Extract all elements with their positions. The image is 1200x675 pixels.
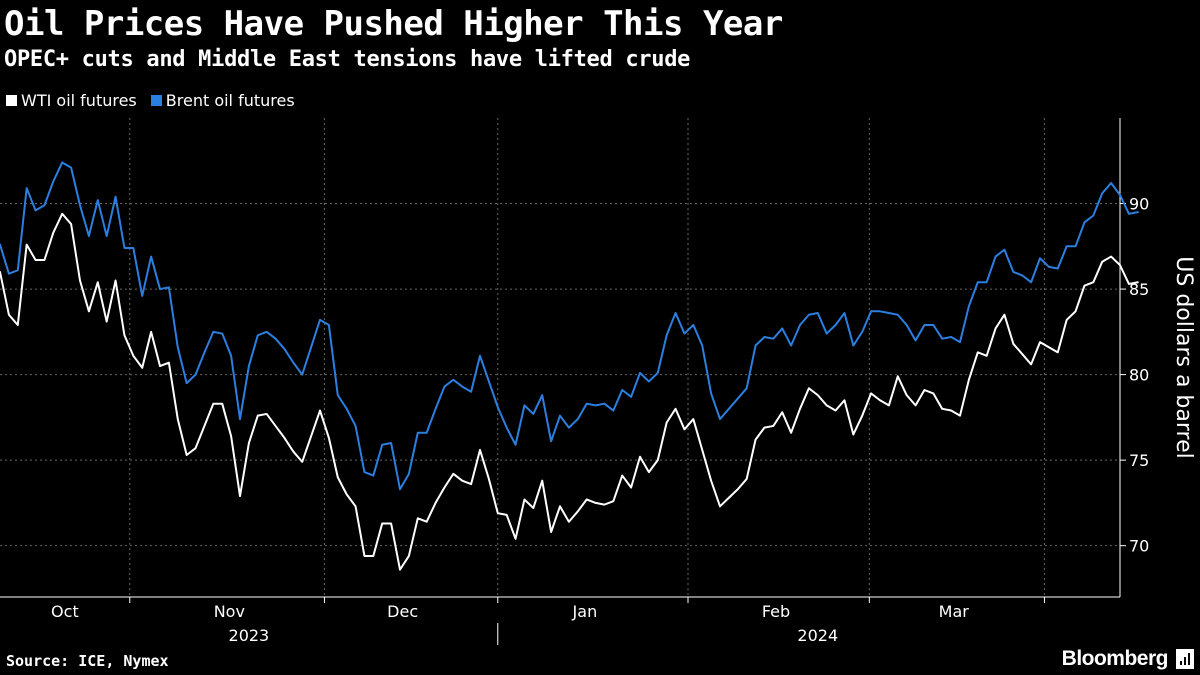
year-label-2024: 2024 [797,626,838,645]
source-note: Source: ICE, Nymex [6,652,169,670]
x-tick-label-mar: Mar [939,602,970,621]
x-tick-label-oct: Oct [51,602,79,621]
x-tick-label-feb: Feb [762,602,790,621]
legend-label-wti: WTI oil futures [21,91,137,110]
x-tick-label-nov: Nov [214,602,245,621]
y-tick-label-80: 80 [1129,366,1149,385]
chart-subtitle: OPEC+ cuts and Middle East tensions have… [4,47,691,72]
legend-swatch-wti [6,95,17,106]
year-label-2023: 2023 [229,626,270,645]
legend-item-wti: WTI oil futures [6,91,137,110]
series-line-brent [0,161,1139,491]
y-axis-title: US dollars a barrel [1171,256,1196,458]
y-tick-label-70: 70 [1129,537,1149,556]
y-tick-label-90: 90 [1129,195,1149,214]
bloomberg-terminal-icon [1176,649,1194,669]
legend-swatch-brent [150,95,162,106]
x-tick-label-dec: Dec [387,602,418,621]
y-tick-label-85: 85 [1129,280,1149,299]
legend-label-brent: Brent oil futures [165,91,295,110]
y-tick-label-75: 75 [1129,451,1149,470]
chart-title: Oil Prices Have Pushed Higher This Year [4,4,783,44]
x-tick-label-jan: Jan [572,602,598,621]
legend-item-brent: Brent oil futures [150,91,295,110]
brand-logo: Bloomberg [1061,647,1169,670]
legend: WTI oil futures Brent oil futures [6,91,295,110]
series-line-wti [0,212,1139,571]
